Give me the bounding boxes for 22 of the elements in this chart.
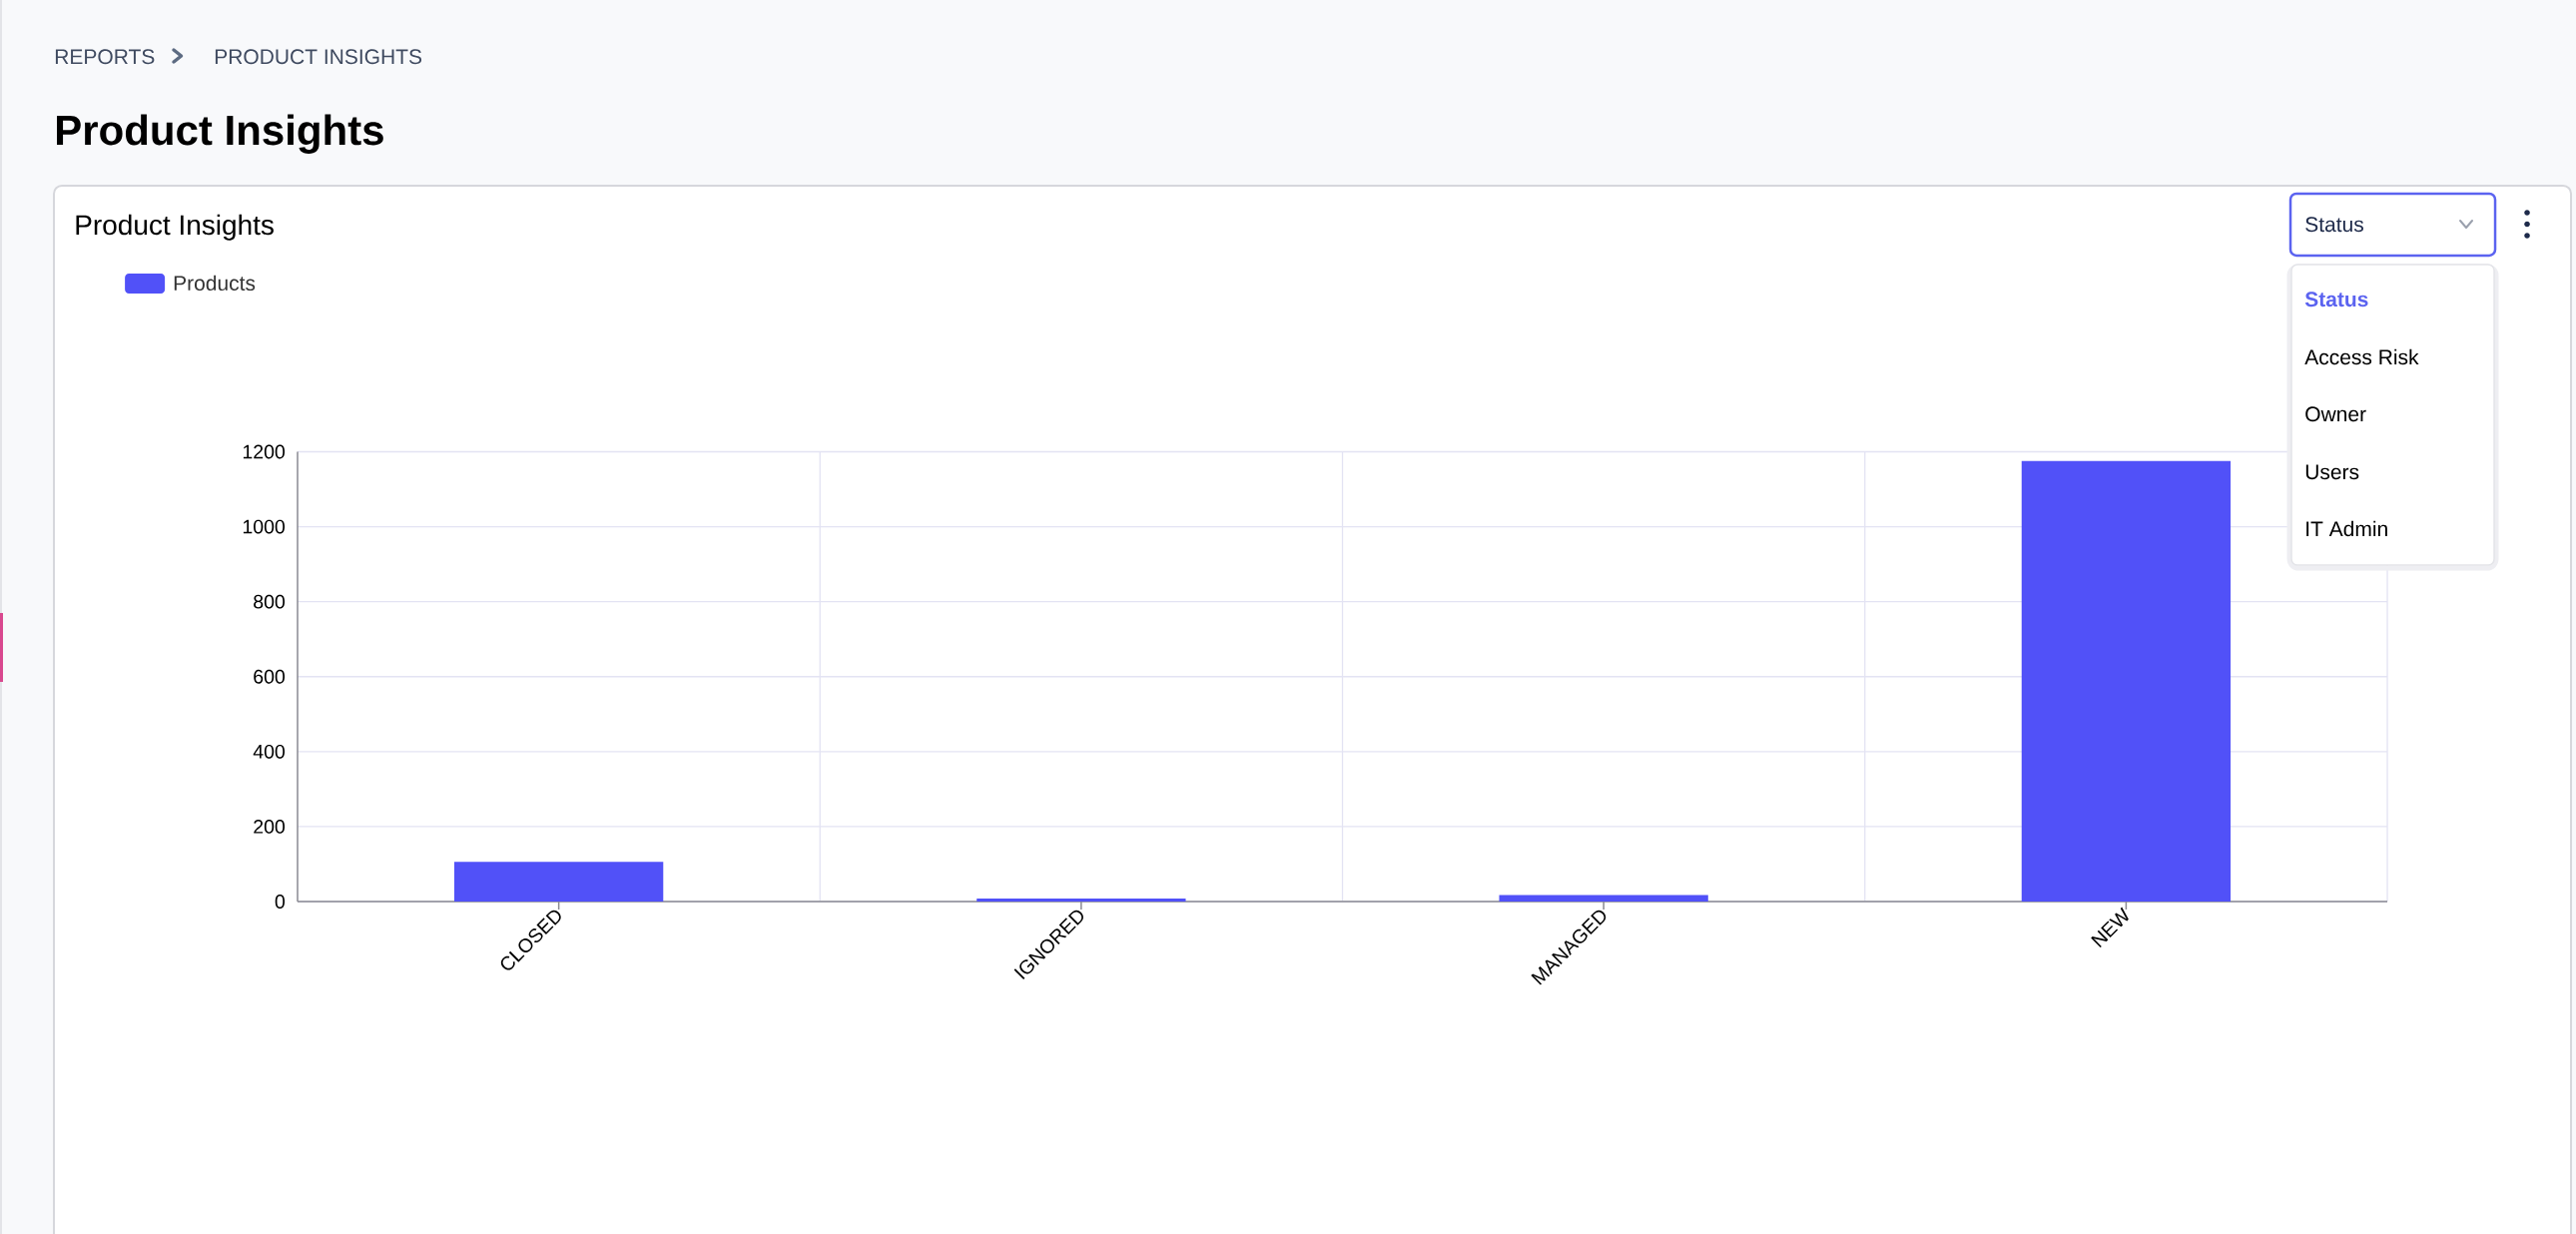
text: Owner (2305, 406, 2366, 422)
bar (453, 862, 664, 902)
y-tick-label: 800 (254, 594, 286, 609)
text: REPORTS (55, 49, 155, 65)
y-tick-label: 400 (253, 744, 286, 759)
text: Status (2305, 217, 2363, 233)
y-tick-label: 0 (275, 895, 286, 909)
text: Access Risk (2304, 348, 2419, 365)
y-tick-label: 1000 (243, 519, 286, 534)
y-tick-label: 200 (254, 820, 286, 834)
y-tick-label: 600 (254, 669, 286, 684)
text: Status (2304, 292, 2368, 308)
bar (1499, 895, 1708, 902)
legend-label: Products (174, 275, 256, 292)
text: PRODUCT INSIGHTS (215, 49, 422, 65)
annotation: IT Admin (2306, 520, 2387, 537)
bar (976, 898, 1186, 902)
chart-title: Product Insights (76, 214, 274, 241)
y-tick-label: 1200 (243, 444, 286, 459)
bar (2021, 460, 2232, 902)
text: Product Insights (57, 114, 383, 154)
annotation: Users (2305, 464, 2359, 480)
